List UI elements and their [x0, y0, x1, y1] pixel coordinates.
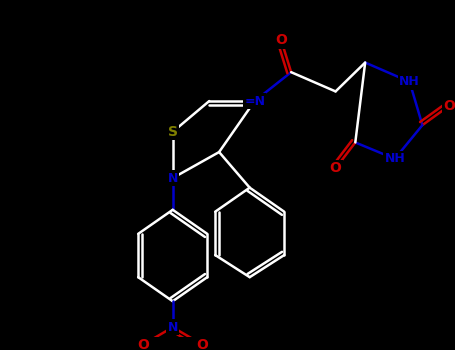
- Text: S: S: [168, 125, 178, 139]
- Text: O: O: [329, 161, 342, 175]
- Text: O: O: [443, 99, 455, 113]
- Text: =N: =N: [244, 94, 265, 107]
- Text: NH: NH: [384, 152, 405, 165]
- Text: N: N: [167, 172, 178, 184]
- Text: N: N: [167, 321, 178, 334]
- Text: O: O: [197, 337, 208, 350]
- Text: O: O: [275, 33, 287, 47]
- Text: NH: NH: [399, 75, 420, 88]
- Text: O: O: [137, 337, 149, 350]
